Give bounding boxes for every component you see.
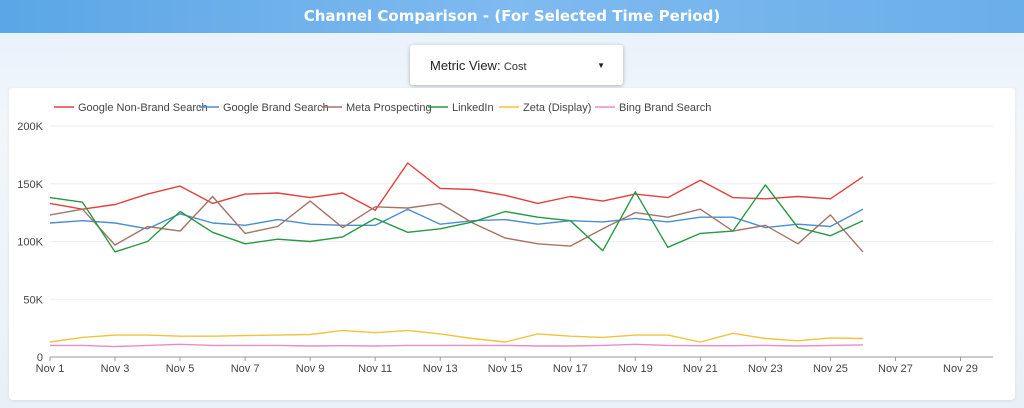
x-tick-label: Nov 21: [683, 363, 718, 375]
y-tick-label: 0: [37, 352, 43, 364]
x-tick-label: Nov 29: [943, 363, 978, 375]
page-header: Channel Comparison - (For Selected Time …: [0, 0, 1024, 33]
x-tick-label: Nov 17: [553, 363, 588, 375]
y-tick-label: 100K: [17, 237, 43, 249]
x-tick-label: Nov 7: [231, 363, 260, 375]
metric-view-value: Cost: [503, 61, 527, 73]
metric-view-label: Metric View: [430, 58, 497, 73]
legend-label: Google Non-Brand Search: [78, 102, 208, 114]
legend-label: Google Brand Search: [223, 102, 329, 114]
legend-label: Meta Prospecting: [346, 102, 432, 114]
legend-label: LinkedIn: [452, 102, 494, 114]
y-tick-label: 50K: [23, 294, 43, 306]
legend-item[interactable]: Meta Prospecting: [322, 102, 432, 114]
legend-item[interactable]: Google Non-Brand Search: [54, 102, 208, 114]
x-tick-label: Nov 13: [423, 363, 458, 375]
legend-item[interactable]: Zeta (Display): [499, 102, 591, 114]
x-tick-label: Nov 23: [748, 363, 783, 375]
x-tick-label: Nov 5: [166, 363, 195, 375]
y-tick-label: 200K: [17, 121, 43, 133]
legend-item[interactable]: Google Brand Search: [199, 102, 329, 114]
x-tick-label: Nov 3: [101, 363, 130, 375]
series-line: [49, 329, 863, 343]
x-tick-label: Nov 27: [878, 363, 913, 375]
series-line: [50, 343, 863, 348]
x-tick-label: Nov 25: [813, 363, 848, 375]
metric-view-dropdown[interactable]: Metric View: Cost ▼: [410, 45, 623, 85]
series-line: [49, 195, 864, 253]
series-line: [49, 184, 864, 253]
legend-label: Bing Brand Search: [619, 102, 711, 114]
x-tick-label: Nov 11: [358, 363, 392, 375]
y-tick-label: 150K: [17, 179, 43, 191]
legend-item[interactable]: Bing Brand Search: [595, 102, 711, 114]
x-tick-label: Nov 15: [488, 363, 523, 375]
chart-card: 0 50K 100K 150K 200K Nov 1 Nov 3 Nov 5 Nov 7 Nov …: [9, 88, 1015, 400]
page-title: Channel Comparison - (For Selected Time …: [303, 7, 721, 25]
line-chart: 0 50K 100K 150K 200K Nov 1 Nov 3 Nov 5 Nov 7 Nov …: [17, 102, 993, 375]
x-tick-label: Nov 1: [36, 363, 65, 375]
legend-label: Zeta (Display): [523, 102, 591, 114]
caret-down-icon: ▼: [597, 61, 605, 70]
legend-item[interactable]: LinkedIn: [428, 102, 494, 114]
series-line: [49, 162, 864, 212]
x-tick-label: Nov 19: [618, 363, 653, 375]
x-tick-label: Nov 9: [296, 363, 325, 375]
